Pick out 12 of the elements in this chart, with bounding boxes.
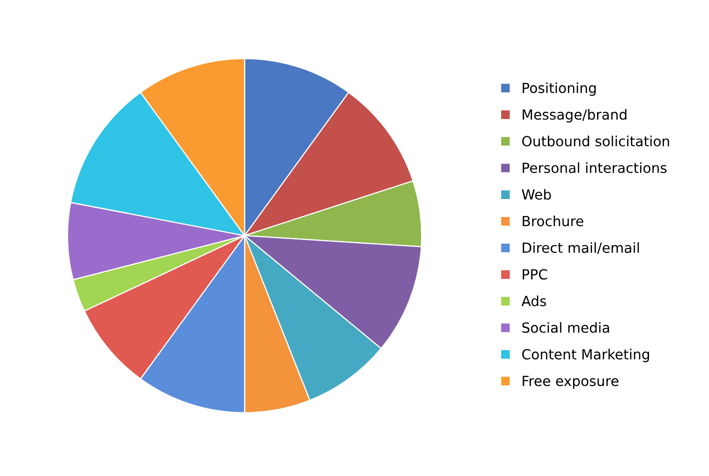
legend-label: Direct mail/email: [522, 242, 639, 254]
legend-label: Personal interactions: [522, 162, 667, 174]
legend-label: Ads: [522, 295, 546, 306]
legend-label: Content Marketing: [522, 348, 650, 362]
legend-label: Social media: [522, 322, 610, 333]
legend-label: Message/brand: [522, 109, 626, 122]
legend-label: Positioning: [522, 82, 596, 96]
legend-label: Outbound solicitation: [522, 136, 670, 146]
legend-label: PPC: [522, 269, 548, 280]
legend-label: Web: [522, 188, 551, 200]
legend-label: Brochure: [522, 216, 584, 226]
legend-label: Free exposure: [522, 376, 618, 389]
